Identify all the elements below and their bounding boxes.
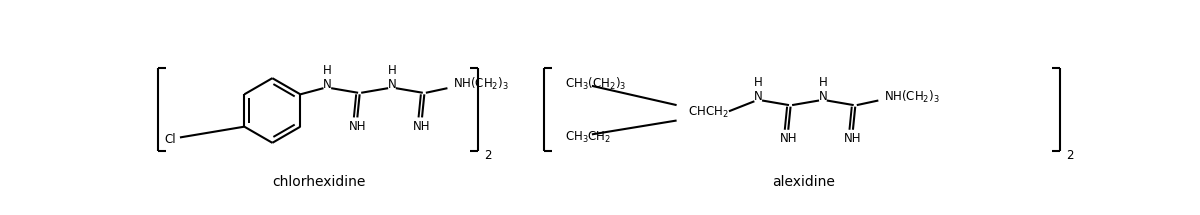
Text: alexidine: alexidine <box>773 175 835 189</box>
Text: NH: NH <box>844 132 862 146</box>
Text: 2: 2 <box>1067 149 1074 162</box>
Text: H: H <box>754 76 762 89</box>
Text: H: H <box>388 64 396 77</box>
Text: NH: NH <box>348 120 366 133</box>
Text: 2: 2 <box>484 149 492 162</box>
Text: N: N <box>818 90 827 103</box>
Text: H: H <box>323 64 331 77</box>
Text: CH$_3$(CH$_2$)$_3$: CH$_3$(CH$_2$)$_3$ <box>565 76 626 92</box>
Text: NH: NH <box>413 120 431 133</box>
Text: NH(CH$_2$)$_3$: NH(CH$_2$)$_3$ <box>452 76 509 92</box>
Text: N: N <box>754 90 762 103</box>
Text: CHCH$_2$: CHCH$_2$ <box>688 105 728 120</box>
Text: NH(CH$_2$)$_3$: NH(CH$_2$)$_3$ <box>883 89 940 105</box>
Text: H: H <box>818 76 827 89</box>
Text: N: N <box>388 78 396 91</box>
Text: NH: NH <box>780 132 797 146</box>
Text: Cl: Cl <box>164 133 176 146</box>
Text: chlorhexidine: chlorhexidine <box>272 175 365 189</box>
Text: N: N <box>323 78 331 91</box>
Text: CH$_3$CH$_2$: CH$_3$CH$_2$ <box>565 130 611 145</box>
